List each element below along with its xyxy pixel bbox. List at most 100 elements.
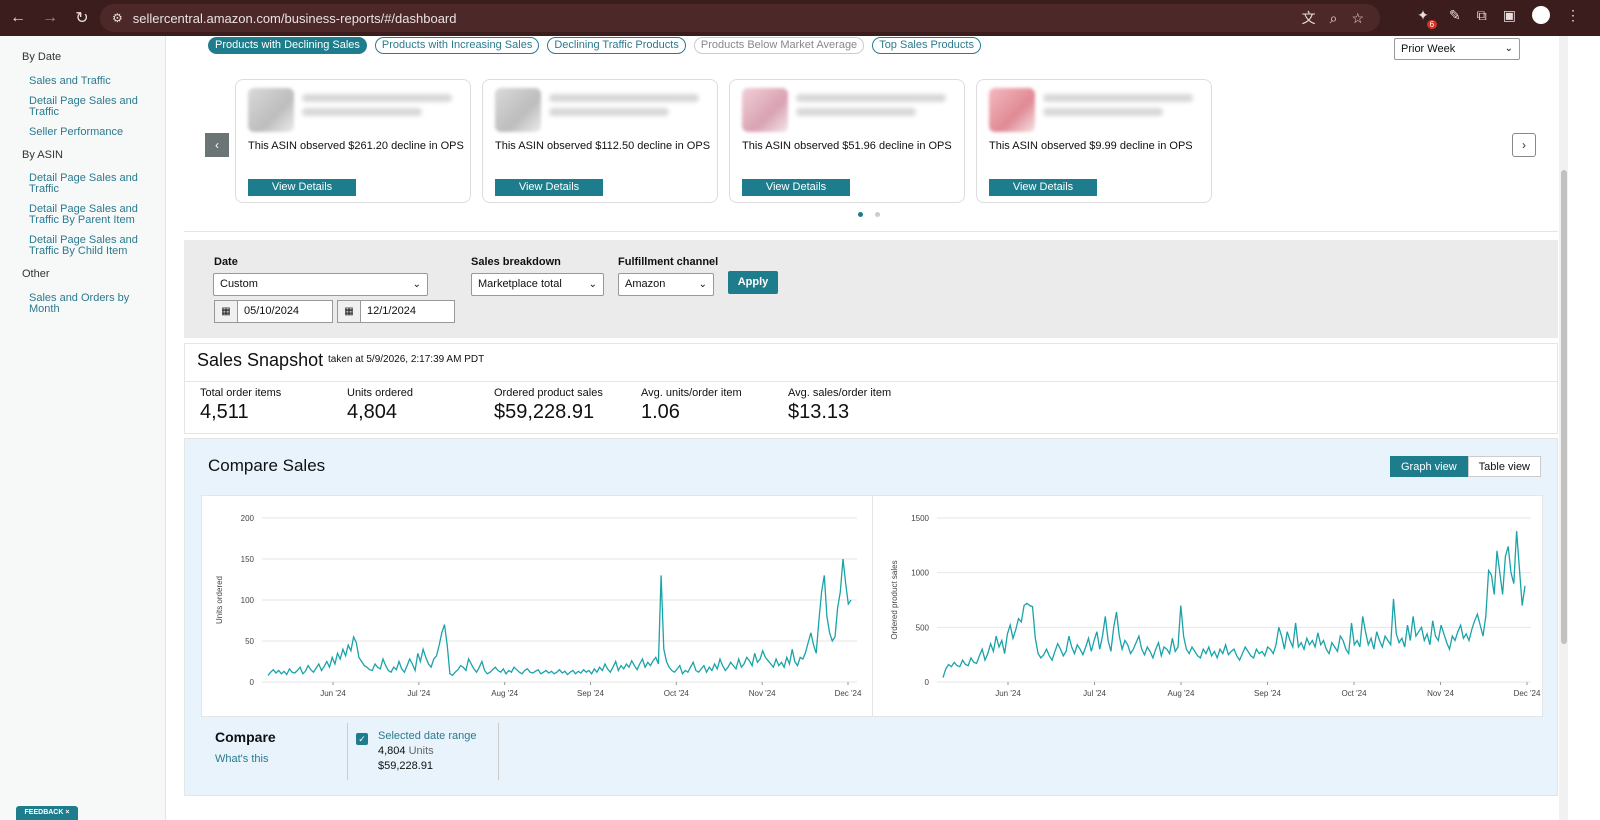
graph-view-button[interactable]: Graph view xyxy=(1390,456,1468,477)
extensions-puzzle-icon[interactable]: ⧉ xyxy=(1476,6,1487,23)
calendar-icon[interactable]: ▦ xyxy=(337,300,361,323)
menu-kebab-icon[interactable]: ⋮ xyxy=(1566,6,1580,23)
metric-avg-units-per-order: Avg. units/order item 1.06 xyxy=(641,387,742,424)
product-card: This ASIN observed $9.99 decline in OPS … xyxy=(976,79,1212,203)
sales-breakdown-value: Marketplace total xyxy=(478,278,562,290)
reports-sidebar: By Date Sales and Traffic Detail Page Sa… xyxy=(0,36,166,820)
metric-label: Total order items xyxy=(200,387,282,399)
date-range-select[interactable]: Custom ⌄ xyxy=(213,273,428,296)
blurred-title xyxy=(1043,94,1193,102)
view-details-button[interactable]: View Details xyxy=(989,179,1097,196)
whats-this-link[interactable]: What's this xyxy=(215,753,269,765)
compare-sales-section: Compare Sales Graph view Table view 0 50 1… xyxy=(184,438,1558,796)
period-value: Prior Week xyxy=(1401,43,1456,55)
sidebar-item-detail-page-sales-traffic[interactable]: Detail Page Sales and Traffic xyxy=(29,95,138,118)
view-details-button[interactable]: View Details xyxy=(742,179,850,196)
metric-label: Ordered product sales xyxy=(494,387,603,399)
view-details-button[interactable]: View Details xyxy=(248,179,356,196)
fulfillment-channel-select[interactable]: Amazon ⌄ xyxy=(618,273,714,296)
sidebar-item-asin-detail-page[interactable]: Detail Page Sales and Traffic xyxy=(29,172,138,195)
sidebar-item-sales-and-traffic[interactable]: Sales and Traffic xyxy=(29,75,111,87)
forward-icon[interactable]: → xyxy=(42,9,58,26)
blurred-title xyxy=(302,94,452,102)
carousel-prev-button[interactable]: ‹ xyxy=(205,133,229,157)
sales-snapshot-title: Sales Snapshot xyxy=(197,350,324,370)
sidebar-item-asin-parent[interactable]: Detail Page Sales and Traffic By Parent … xyxy=(29,203,138,226)
y-tick-label: 0 xyxy=(250,678,255,687)
checkbox-checked-icon[interactable]: ✓ xyxy=(356,733,368,745)
carousel-pagination xyxy=(858,212,880,217)
selected-range-sales: $59,228.91 xyxy=(378,760,434,772)
blurred-title xyxy=(549,108,669,116)
series-line xyxy=(942,531,1526,678)
end-date-input[interactable]: 12/1/2024 xyxy=(361,300,455,323)
extension-icon[interactable]: ✦ 6 xyxy=(1413,5,1438,29)
start-date-input[interactable]: 05/10/2024 xyxy=(238,300,333,323)
end-date-field[interactable]: ▦ 12/1/2024 xyxy=(337,300,455,323)
tab-declining-traffic[interactable]: Declining Traffic Products xyxy=(547,37,686,54)
sidebar-heading-by-asin: By ASIN xyxy=(22,149,63,161)
pen-extension-icon[interactable]: ✎ xyxy=(1449,6,1461,23)
tab-declining-sales[interactable]: Products with Declining Sales xyxy=(208,37,367,54)
series-line xyxy=(267,558,852,677)
chevron-down-icon: ⌄ xyxy=(698,279,707,290)
profile-avatar[interactable] xyxy=(1532,6,1550,24)
y-tick-label: 50 xyxy=(245,637,254,646)
translate-icon[interactable]: 文 xyxy=(1301,10,1316,26)
product-thumbnail xyxy=(742,88,788,132)
y-axis-label: Ordered product sales xyxy=(890,560,899,639)
sales-breakdown-select[interactable]: Marketplace total ⌄ xyxy=(471,273,604,296)
address-bar[interactable]: ⚙ sellercentral.amazon.com/business-repo… xyxy=(100,4,1380,32)
bookmark-star-icon[interactable]: ☆ xyxy=(1351,9,1364,26)
sidebar-item-seller-performance[interactable]: Seller Performance xyxy=(29,126,124,138)
chevron-down-icon: ⌄ xyxy=(588,279,597,290)
back-icon[interactable]: ← xyxy=(10,9,26,26)
y-tick-label: 100 xyxy=(241,596,255,605)
chart-divider xyxy=(872,496,873,716)
page-scrollbar[interactable] xyxy=(1559,36,1568,820)
date-range-value: Custom xyxy=(220,278,258,290)
tab-search-icon[interactable]: ▣ xyxy=(1502,6,1516,23)
blurred-title xyxy=(302,108,422,116)
tab-increasing-sales[interactable]: Products with Increasing Sales xyxy=(374,37,540,54)
sidebar-item-sales-orders-by-month[interactable]: Sales and Orders by Month xyxy=(29,292,130,315)
period-select[interactable]: Prior Week ⌄ xyxy=(1394,38,1520,60)
scrollbar-thumb[interactable] xyxy=(1561,170,1567,644)
table-view-button[interactable]: Table view xyxy=(1467,456,1541,477)
carousel-dot[interactable] xyxy=(858,212,863,217)
card-insight-text: This ASIN observed $9.99 decline in OPS xyxy=(989,140,1193,152)
date-label: Date xyxy=(214,256,238,268)
start-date-field[interactable]: ▦ 05/10/2024 xyxy=(214,300,333,323)
view-details-button[interactable]: View Details xyxy=(495,179,603,196)
x-tick-label: Sep '24 xyxy=(1254,689,1281,698)
selected-range-label[interactable]: Selected date range xyxy=(378,730,477,742)
feedback-button[interactable]: FEEDBACK × xyxy=(16,806,78,820)
sidebar-item-asin-child[interactable]: Detail Page Sales and Traffic By Child I… xyxy=(29,234,138,257)
chevron-down-icon: ⌄ xyxy=(412,279,421,290)
browser-toolbar: ← → ↻ ⚙ sellercentral.amazon.com/busines… xyxy=(0,0,1600,36)
x-tick-label: Aug '24 xyxy=(1168,689,1195,698)
calendar-icon[interactable]: ▦ xyxy=(214,300,238,323)
selected-range-units: 4,804 Units xyxy=(378,745,434,757)
charts-container: 0 50 100 150 200 Units ordered Jun '24 Jul '24 A… xyxy=(201,495,1543,717)
product-thumbnail xyxy=(495,88,541,132)
metric-total-order-items: Total order items 4,511 xyxy=(200,387,281,424)
tab-top-sales[interactable]: Top Sales Products xyxy=(872,37,981,54)
blurred-title xyxy=(1043,108,1163,116)
x-tick-label: Oct '24 xyxy=(664,689,690,698)
zoom-icon[interactable]: ⌕ xyxy=(1329,9,1338,26)
chevron-down-icon: ⌄ xyxy=(1504,43,1513,54)
blurred-title xyxy=(549,94,699,102)
sidebar-heading-other: Other xyxy=(22,268,50,280)
carousel-dot[interactable] xyxy=(875,212,880,217)
extension-badge: 6 xyxy=(1426,20,1438,29)
reload-icon[interactable]: ↻ xyxy=(75,10,89,27)
units-suffix: Units xyxy=(408,745,434,757)
insight-carousel: ‹ This ASIN observed $261.20 decline in … xyxy=(184,62,1558,232)
site-info-icon[interactable]: ⚙ xyxy=(112,11,123,25)
tab-below-market-average[interactable]: Products Below Market Average xyxy=(693,37,865,54)
carousel-next-button[interactable]: › xyxy=(1512,133,1536,157)
apply-button[interactable]: Apply xyxy=(728,271,778,294)
x-tick-label: Aug '24 xyxy=(491,689,518,698)
fulfillment-channel-value: Amazon xyxy=(625,278,666,290)
